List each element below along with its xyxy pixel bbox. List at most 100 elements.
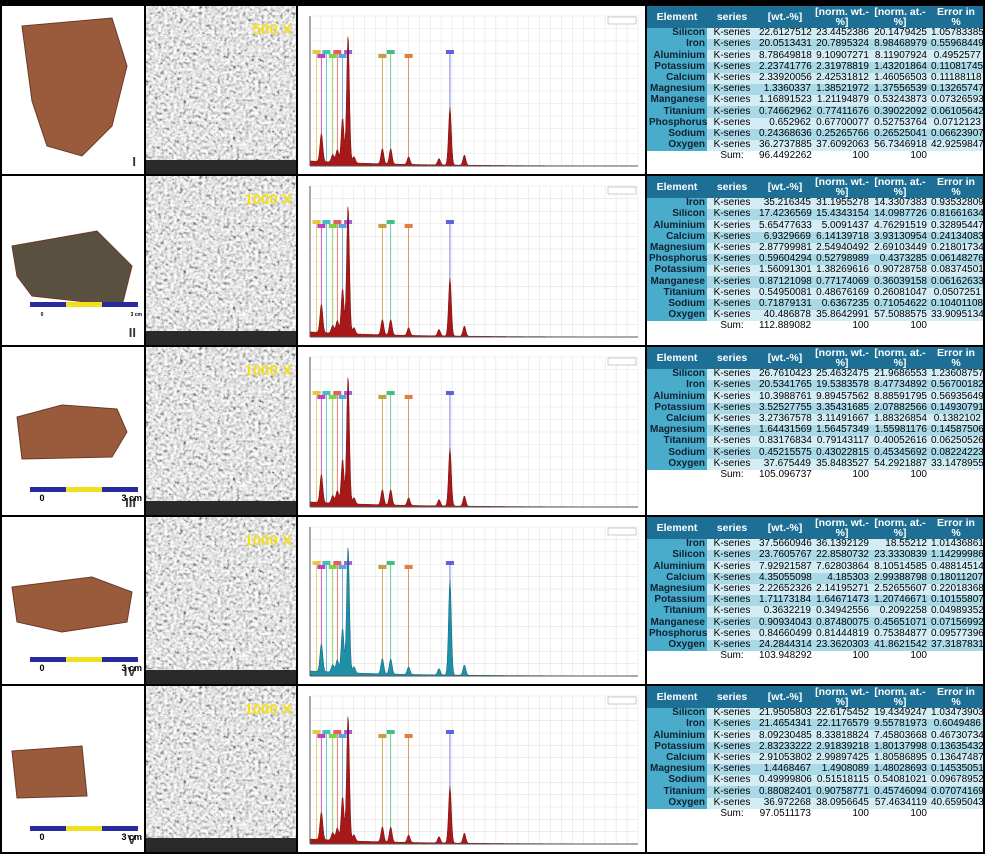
table-row: IronK-series21.465434122.11765799.557819… — [647, 719, 983, 730]
magnification: 1000 X — [244, 532, 292, 549]
column-header: [norm. at.-%] — [871, 686, 929, 708]
table-row: IronK-series35.21634531.195527814.330738… — [647, 198, 983, 209]
peak-tag — [405, 395, 413, 399]
value-cell: 2.31978819 — [813, 62, 871, 73]
value-cell: 0.24368636 — [757, 129, 813, 140]
magnification: 1000 X — [244, 191, 292, 208]
blank-cell — [647, 321, 707, 332]
value-cell: 0.90758771 — [813, 786, 871, 797]
element-cell: Phosphorus — [647, 629, 707, 640]
table-row: TitaniumK-series0.831768340.791431170.40… — [647, 436, 983, 447]
value-cell: 1.21194879 — [813, 95, 871, 106]
element-cell: Magnesium — [647, 243, 707, 254]
value-cell: 8.10514585 — [871, 561, 929, 572]
column-header: Error in % — [929, 347, 983, 369]
composition-table: Elementseries[wt.-%][norm. wt.-%][norm. … — [647, 517, 983, 662]
value-cell: 0.49999806 — [757, 775, 813, 786]
element-cell: Manganese — [647, 95, 707, 106]
value-cell: 35.216345 — [757, 198, 813, 209]
value-cell: 3.35431685 — [813, 403, 871, 414]
value-cell: 0.09577396 — [929, 629, 983, 640]
table-row: SiliconK-series22.612751223.445238620.14… — [647, 28, 983, 39]
value-cell: 4.185303 — [813, 573, 871, 584]
value-cell: 2.22652326 — [757, 584, 813, 595]
value-cell: K-series — [707, 62, 757, 73]
header-row: Elementseries[wt.-%][norm. wt.-%][norm. … — [647, 6, 983, 28]
value-cell: 33.9095134 — [929, 310, 983, 321]
value-cell: 0.45746094 — [871, 786, 929, 797]
sum-row: Sum:96.4492262100100 — [647, 151, 983, 162]
header-row: Elementseries[wt.-%][norm. wt.-%][norm. … — [647, 686, 983, 708]
peak-tag — [329, 224, 337, 228]
table-row: SodiumK-series0.499998060.515181150.5408… — [647, 775, 983, 786]
value-cell: 2.91839218 — [813, 742, 871, 753]
value-cell: 3.11491667 — [813, 414, 871, 425]
table-row: AluminiumK-series7.929215877.628038648.1… — [647, 561, 983, 572]
table-row: MagnesiumK-series2.226523262.141952712.5… — [647, 584, 983, 595]
value-cell: K-series — [707, 436, 757, 447]
value-cell: 0.13647487 — [929, 753, 983, 764]
scale-bar-mid — [66, 302, 102, 307]
sum-cell: 103.948292 — [757, 651, 813, 662]
blank-cell — [929, 809, 983, 820]
value-cell: 17.4236569 — [757, 209, 813, 220]
value-cell: 0.6049486 — [929, 719, 983, 730]
value-cell: K-series — [707, 798, 757, 809]
value-cell: 1.38521972 — [813, 84, 871, 95]
value-cell: K-series — [707, 425, 757, 436]
photo-panel: V03 cm — [2, 686, 144, 852]
value-cell: 1.4468467 — [757, 764, 813, 775]
sherd — [12, 577, 132, 632]
value-cell: 21.4654341 — [757, 719, 813, 730]
scale-label: 3 cm — [121, 493, 142, 503]
value-cell: 0.11188118 — [929, 73, 983, 84]
value-cell: 21.9686553 — [871, 369, 929, 380]
sum-cell: Sum: — [707, 151, 757, 162]
value-cell: 0.93532809 — [929, 198, 983, 209]
legend-box — [608, 528, 636, 535]
magnification: 1000 X — [244, 701, 292, 718]
value-cell: K-series — [707, 606, 757, 617]
element-cell: Silicon — [647, 28, 707, 39]
value-cell: 1.43201864 — [871, 62, 929, 73]
value-cell: 24.2844314 — [757, 640, 813, 651]
value-cell: 1.38269616 — [813, 265, 871, 276]
scale-label: 0 — [39, 663, 44, 673]
value-cell: 7.45803668 — [871, 730, 929, 741]
value-cell: K-series — [707, 539, 757, 550]
value-cell: 6.9329669 — [757, 232, 813, 243]
value-cell: 0.26081047 — [871, 288, 929, 299]
column-header: [wt.-%] — [757, 6, 813, 28]
value-cell: K-series — [707, 786, 757, 797]
peak-tag — [378, 54, 386, 58]
table-row: CalciumK-series6.93296696.141397183.9313… — [647, 232, 983, 243]
element-cell: Magnesium — [647, 764, 707, 775]
column-header: [norm. wt.-%] — [813, 6, 871, 28]
element-cell: Potassium — [647, 265, 707, 276]
element-cell: Titanium — [647, 288, 707, 299]
column-header: Error in % — [929, 686, 983, 708]
column-header: Error in % — [929, 517, 983, 539]
value-cell: 18.55212 — [871, 539, 929, 550]
sum-cell: 105.096737 — [757, 470, 813, 481]
value-cell: 23.4452386 — [813, 28, 871, 39]
peak-tag — [378, 395, 386, 399]
table-row: PotassiumK-series1.711731841.646714731.2… — [647, 595, 983, 606]
value-cell: K-series — [707, 220, 757, 231]
value-cell: 19.4349247 — [871, 708, 929, 719]
peak-tag — [387, 220, 395, 224]
peak-tag — [333, 220, 341, 224]
photo-panel: IV03 cm — [2, 517, 144, 684]
photo: I — [2, 6, 144, 174]
sum-cell: 97.0511173 — [757, 809, 813, 820]
sum-cell: 100 — [813, 151, 871, 162]
value-cell: 2.91053802 — [757, 753, 813, 764]
value-cell: 0.06148276 — [929, 254, 983, 265]
value-cell: K-series — [707, 265, 757, 276]
value-cell: 3.93130954 — [871, 232, 929, 243]
sum-cell: Sum: — [707, 651, 757, 662]
value-cell: 2.42531812 — [813, 73, 871, 84]
scale-bar-mid — [66, 487, 102, 492]
